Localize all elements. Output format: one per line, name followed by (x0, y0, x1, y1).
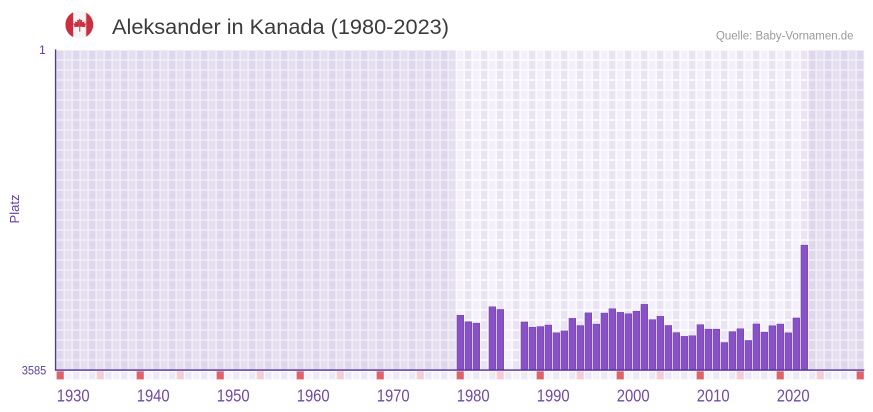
svg-text:1970: 1970 (377, 386, 410, 406)
svg-text:2020: 2020 (777, 386, 810, 406)
svg-text:1950: 1950 (217, 386, 250, 406)
svg-text:1980: 1980 (457, 386, 490, 406)
svg-text:1: 1 (39, 43, 46, 57)
svg-text:Aleksander in Kanada (1980-202: Aleksander in Kanada (1980-2023) (112, 15, 449, 39)
svg-text:1930: 1930 (57, 386, 90, 406)
svg-text:2010: 2010 (697, 386, 730, 406)
svg-text:Platz: Platz (7, 195, 22, 224)
svg-text:2000: 2000 (617, 386, 650, 406)
svg-text:Quelle: Baby-Vornamen.de: Quelle: Baby-Vornamen.de (716, 29, 854, 43)
svg-text:1960: 1960 (297, 386, 330, 406)
svg-text:1940: 1940 (137, 386, 170, 406)
svg-text:3585: 3585 (22, 364, 47, 378)
svg-text:1990: 1990 (537, 386, 570, 406)
